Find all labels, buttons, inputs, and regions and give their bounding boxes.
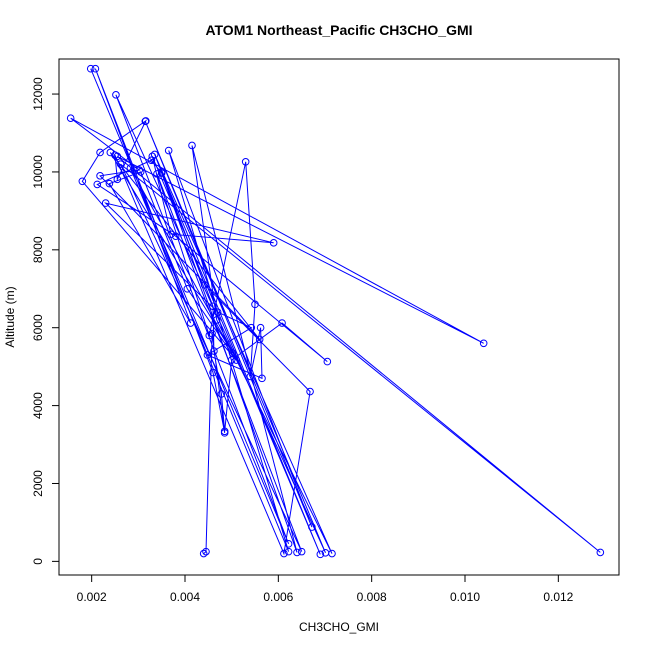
data-point [93, 180, 102, 189]
data-point [203, 351, 212, 359]
data-point [202, 547, 210, 556]
data-point [323, 357, 332, 366]
y-tick-label: 4000 [31, 392, 45, 419]
data-point [258, 374, 266, 383]
y-tick-label: 6000 [31, 314, 45, 341]
data-point [227, 356, 236, 364]
data-point [209, 302, 217, 311]
x-axis-label: CH3CHO_GMI [299, 620, 379, 634]
data-point [228, 349, 237, 357]
data-point [171, 232, 180, 240]
data-point [186, 319, 195, 327]
data-point [212, 316, 221, 324]
data-point [246, 372, 255, 381]
x-tick-label: 0.004 [170, 590, 200, 604]
data-point [217, 390, 226, 398]
y-tick-label: 2000 [31, 470, 45, 497]
y-tick-label: 0 [31, 558, 45, 565]
data-point [200, 281, 209, 289]
data-point [183, 284, 192, 293]
y-tick-label: 8000 [31, 236, 45, 263]
data-point [306, 387, 314, 396]
y-axis-label: Altitude (m) [3, 286, 17, 347]
data-point [164, 146, 173, 155]
data-point [91, 64, 100, 73]
data-point [78, 177, 87, 186]
data-point [126, 164, 135, 172]
x-tick-label: 0.002 [77, 590, 107, 604]
data-point [142, 117, 150, 125]
data-point [232, 356, 241, 364]
data-point [297, 547, 306, 556]
data-point [135, 166, 144, 174]
data-point [247, 323, 256, 332]
x-axis: 0.002 0.004 0.006 0.008 0.010 0.012 [77, 574, 574, 604]
data-point [316, 550, 325, 559]
data-point [150, 150, 159, 159]
data-point [284, 547, 293, 556]
data-point [167, 230, 175, 239]
data-point [220, 429, 229, 437]
data-point [278, 319, 286, 327]
data-point [251, 300, 259, 309]
data-point [188, 141, 196, 150]
data-point [479, 339, 488, 348]
data-point [269, 239, 278, 247]
data-point [147, 156, 156, 165]
data-point [96, 148, 104, 157]
data-point [157, 169, 166, 177]
data-point [148, 152, 157, 161]
x-tick-label: 0.010 [450, 590, 480, 604]
data-point [111, 151, 119, 159]
chart-title: ATOM1 Northeast_Pacific CH3CHO_GMI [205, 22, 472, 38]
data-point [66, 114, 75, 122]
data-point [328, 549, 336, 558]
data-point [113, 175, 122, 184]
series-line [70, 68, 601, 556]
data-point [596, 548, 605, 557]
x-tick-label: 0.012 [543, 590, 573, 604]
data-point [86, 64, 95, 73]
plot-frame [58, 58, 620, 576]
data-point [101, 199, 110, 207]
data-point [284, 540, 293, 548]
data-point [280, 549, 288, 558]
data-point [96, 172, 104, 180]
data-point [105, 179, 114, 188]
y-tick-label: 10000 [31, 155, 45, 189]
data-point [213, 308, 222, 316]
y-axis: 0 2000 4000 6000 8000 10000 12000 [31, 77, 60, 565]
data-point [308, 523, 316, 531]
data-point [209, 368, 217, 377]
data-point [116, 160, 125, 168]
y-tick-label: 12000 [31, 77, 45, 111]
data-point [256, 323, 265, 332]
data-point [241, 158, 250, 166]
data-series [66, 64, 605, 559]
data-point [136, 168, 145, 176]
data-point [255, 335, 264, 344]
data-point [153, 170, 161, 178]
data-point [210, 347, 218, 355]
data-point [293, 548, 301, 557]
data-point [199, 549, 208, 558]
x-tick-label: 0.008 [357, 590, 387, 604]
data-point [112, 91, 120, 99]
data-point [208, 329, 216, 338]
x-tick-label: 0.006 [263, 590, 293, 604]
